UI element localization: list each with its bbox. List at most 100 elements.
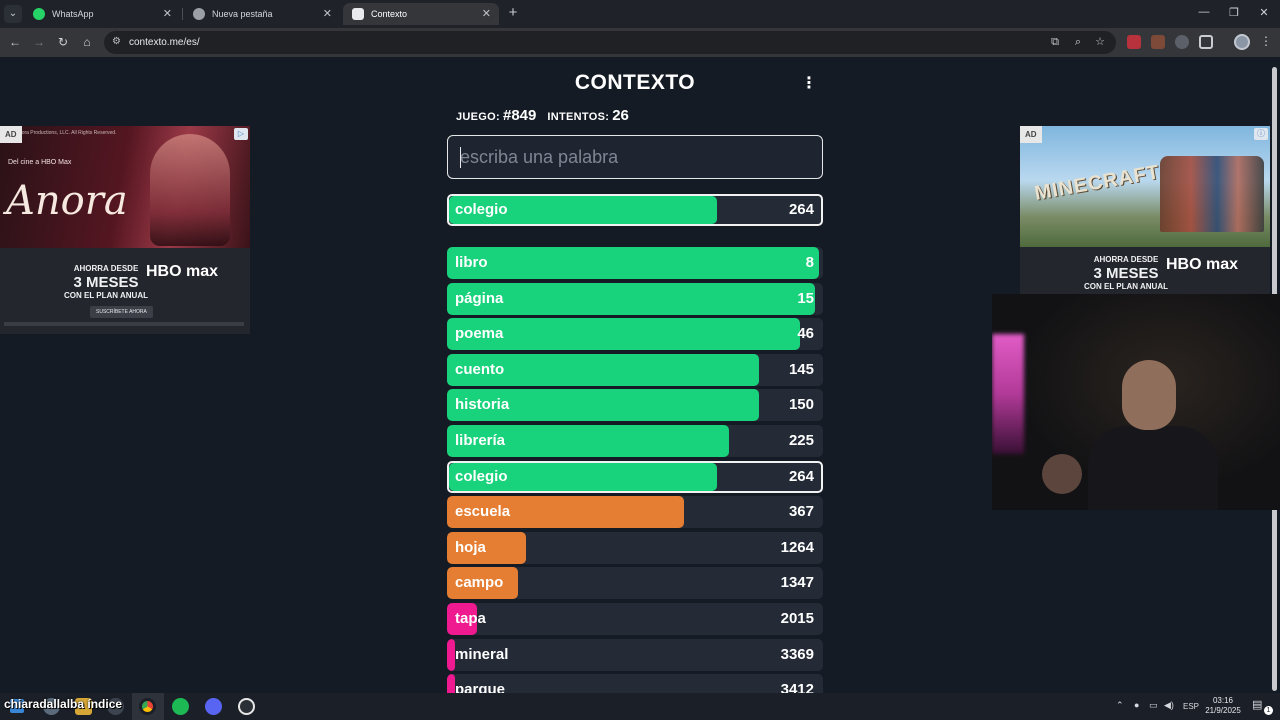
guess-rank: 3369	[780, 645, 814, 663]
forward-icon[interactable]: →	[33, 35, 45, 49]
extension-icon[interactable]	[1151, 35, 1165, 49]
similarity-bar	[447, 318, 801, 351]
ad-subscribe-button[interactable]: SUSCRÍBETE AHORA	[90, 306, 153, 318]
webcam-person-body	[1088, 426, 1218, 510]
ad-brand-line: Del cine a HBO Max	[8, 159, 72, 166]
last-guess-row: colegio 264	[447, 194, 823, 226]
browser-menu-icon[interactable]: ⋮	[1260, 34, 1272, 48]
minimize-icon[interactable]: —	[1198, 6, 1210, 18]
guess-row: libro 8	[447, 247, 823, 279]
guess-word: historia	[455, 396, 510, 414]
browser-toolbar: ← → ↻ ⌂ ⚙ contexto.me/es/ ⧉ ⌕ ☆ ⋮	[0, 28, 1280, 57]
similarity-bar	[447, 496, 684, 529]
microphone-icon[interactable]: ●	[1134, 700, 1140, 710]
guess-word: cuento	[455, 360, 505, 378]
similarity-bar	[449, 462, 717, 491]
guess-row: página 15	[447, 282, 823, 315]
ad-fineprint: © Annora Productions, LLC. All Rights Re…	[8, 130, 117, 136]
close-tab-icon[interactable]: ✕	[162, 8, 172, 20]
ad-figure-image	[150, 134, 230, 246]
game-label: JUEGO:	[456, 111, 500, 123]
taskbar-clock[interactable]: 03:16 21/9/2025	[1200, 696, 1246, 716]
guess-rank: 264	[788, 467, 814, 485]
ad-artwork: © Annora Productions, LLC. All Rights Re…	[0, 126, 250, 248]
discord-icon[interactable]	[205, 698, 222, 715]
extension-icon[interactable]	[1127, 35, 1141, 49]
guess-word: campo	[455, 574, 504, 592]
word-input-box[interactable]	[447, 135, 823, 179]
network-icon[interactable]: ▭	[1149, 700, 1158, 710]
guess-word: colegio	[455, 201, 508, 218]
similarity-bar	[447, 282, 816, 315]
site-info-icon[interactable]: ⚙	[112, 36, 121, 47]
game-menu-icon[interactable]: ⋮	[801, 75, 817, 92]
ad-label: AD	[1020, 126, 1042, 143]
tab-contexto[interactable]: Contexto ✕	[343, 3, 499, 25]
guess-rank: 2015	[780, 610, 814, 627]
whatsapp-icon	[33, 8, 45, 20]
game-stats: JUEGO: #849 INTENTOS: 26	[456, 107, 637, 124]
back-icon[interactable]: ←	[9, 35, 21, 49]
game-title: CONTEXTO	[574, 71, 696, 94]
game-number: #849	[502, 107, 537, 124]
taskbar: chiaradallalba índice ⌃ ● ▭ ◀) ESP 03:16…	[0, 693, 1280, 720]
webcam-person-hand	[1042, 454, 1082, 494]
volume-icon[interactable]: ◀)	[1164, 700, 1174, 710]
ad-info-icon[interactable]: ⓘ	[1254, 128, 1268, 140]
home-icon[interactable]: ⌂	[83, 35, 91, 49]
tab-label: WhatsApp	[52, 9, 94, 19]
taskbar-app-icon[interactable]	[107, 698, 124, 715]
notifications-icon[interactable]: ▤	[1252, 699, 1263, 711]
show-hidden-icons-icon[interactable]: ⌃	[1116, 700, 1124, 710]
guess-row: mineral 3369	[447, 638, 823, 671]
guess-rank: 15	[797, 289, 814, 307]
ad-offer-line2: CON EL PLAN ANUAL	[64, 291, 148, 300]
address-bar[interactable]: ⚙ contexto.me/es/ ⧉ ⌕ ☆	[104, 31, 1116, 54]
obs-icon[interactable]	[238, 698, 255, 715]
taskbar-app-icon[interactable]	[43, 698, 60, 715]
close-window-icon[interactable]: ✕	[1259, 7, 1269, 19]
spotify-icon[interactable]	[172, 698, 189, 715]
zoom-icon[interactable]: ⌕	[1074, 36, 1082, 48]
guess-word: colegio	[455, 467, 508, 485]
language-indicator[interactable]: ESP	[1183, 702, 1200, 711]
file-explorer-icon[interactable]	[75, 698, 92, 715]
tab-whatsapp[interactable]: WhatsApp ✕	[24, 3, 180, 25]
similarity-bar	[447, 674, 455, 693]
new-tab-button[interactable]: +	[508, 4, 518, 21]
guess-rank: 150	[788, 396, 814, 414]
tab-search-button[interactable]: ⌄	[4, 5, 22, 23]
word-input[interactable]	[448, 136, 822, 178]
ad-info-icon[interactable]: ▷	[234, 128, 248, 140]
chrome-icon	[193, 8, 205, 20]
close-tab-icon[interactable]: ✕	[481, 8, 491, 20]
ad-offer-big: 3 MESES	[73, 274, 139, 291]
guess-row: hoja 1264	[447, 531, 823, 564]
ad-banner-right[interactable]: AD ⓘ MINECRAFT AHORRA DESDE 3 MESES CON …	[1020, 126, 1270, 296]
profile-avatar[interactable]	[1234, 34, 1250, 50]
guess-row: historia 150	[447, 389, 823, 422]
ad-banner-left[interactable]: AD ▷ © Annora Productions, LLC. All Righ…	[0, 126, 250, 334]
close-tab-icon[interactable]: ✕	[322, 8, 332, 20]
webcam-light	[992, 334, 1024, 454]
install-app-icon[interactable]: ⧉	[1051, 36, 1059, 48]
guess-row: parque 3412	[447, 674, 823, 693]
chrome-icon[interactable]	[139, 698, 156, 715]
reload-icon[interactable]: ↻	[57, 35, 69, 49]
extension-icon[interactable]	[1175, 35, 1189, 49]
clock-time: 03:16	[1212, 696, 1234, 705]
start-icon[interactable]	[10, 699, 24, 713]
similarity-bar	[447, 638, 455, 671]
guess-row: colegio 264	[447, 460, 823, 493]
attempts-count: 26	[612, 107, 629, 124]
ad-offer-line2: CON EL PLAN ANUAL	[1084, 282, 1168, 291]
extensions-puzzle-icon[interactable]	[1199, 35, 1213, 49]
tab-new-tab[interactable]: Nueva pestaña ✕	[184, 3, 340, 25]
ad-offer-panel: AHORRA DESDE 3 MESES CON EL PLAN ANUAL H…	[0, 248, 250, 334]
bookmark-star-icon[interactable]: ☆	[1095, 36, 1105, 48]
similarity-bar	[449, 196, 717, 224]
guess-word: página	[455, 289, 504, 307]
guess-rank: 145	[788, 360, 814, 378]
hbo-max-logo: HBO max	[1166, 256, 1239, 273]
restore-icon[interactable]: ❐	[1229, 7, 1239, 19]
